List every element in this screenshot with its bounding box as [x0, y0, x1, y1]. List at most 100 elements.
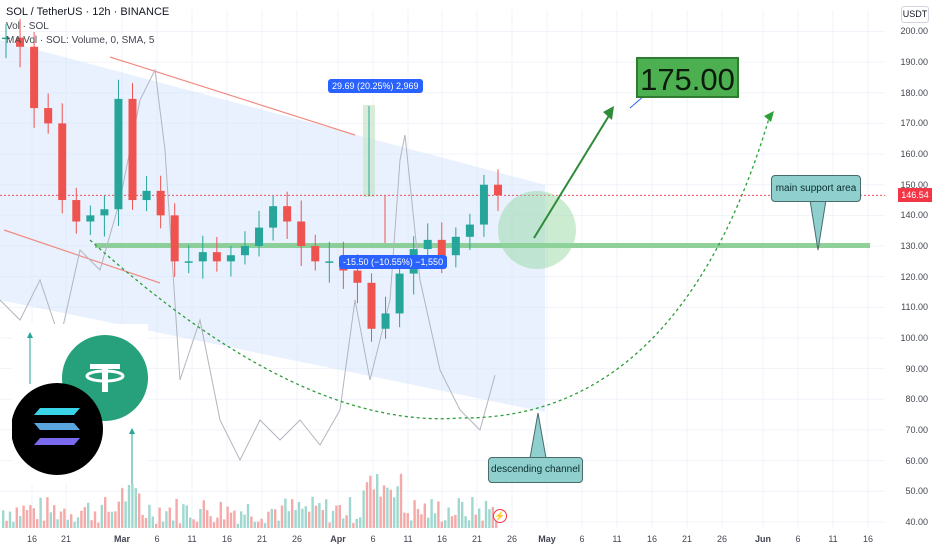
candle-body: [494, 184, 502, 196]
volume-bar: [161, 521, 165, 528]
volume-bar: [42, 520, 46, 528]
currency-badge[interactable]: USDT: [901, 6, 929, 23]
volume-bar: [229, 512, 233, 528]
candle-body: [184, 261, 193, 263]
volume-bar: [206, 510, 209, 528]
volume-bar: [168, 507, 171, 528]
symbol-title[interactable]: SOL / TetherUS · 12h · BINANCE: [6, 6, 170, 18]
time-tick-label: 6: [579, 534, 585, 544]
volume-bar: [90, 520, 93, 528]
volume-bar: [416, 508, 420, 528]
measure-up-label[interactable]: 29.69 (20.25%) 2,969: [328, 79, 423, 93]
volume-bar: [56, 519, 59, 528]
candle-body: [156, 190, 165, 216]
target-arrow: [533, 113, 611, 239]
volume-bar: [148, 504, 151, 528]
candle-body: [255, 227, 264, 247]
volume-bar: [110, 511, 114, 528]
volume-bar: [450, 516, 454, 528]
volume-bar: [454, 515, 457, 528]
volume-bar: [80, 510, 83, 528]
support-callout[interactable]: main support area: [771, 175, 861, 202]
volume-ma-legend[interactable]: MA Vol · SOL: Volume, 0, SMA, 5: [6, 35, 155, 46]
volume-bar: [284, 498, 287, 528]
volume-bar: [294, 510, 297, 528]
volume-bar: [427, 517, 430, 528]
volume-bar: [257, 521, 260, 528]
volume-bar: [386, 487, 389, 528]
price-tick-label: 160.00: [900, 149, 928, 160]
volume-ma-line: [0, 68, 496, 462]
price-tick-label: 170.00: [900, 118, 928, 129]
solana-bar-mid-icon: [34, 423, 80, 430]
flash-icon[interactable]: ⚡: [493, 509, 507, 523]
measure-down-label[interactable]: -15.50 (−10.55%) −1,550: [339, 255, 448, 269]
volume-bar: [165, 511, 168, 528]
volume-bars: [2, 473, 498, 528]
volume-bar: [114, 511, 117, 528]
price-tick-label: 110.00: [901, 302, 928, 313]
candle-body: [353, 270, 362, 283]
time-tick-label: 11: [828, 534, 838, 544]
candle-body: [381, 313, 390, 329]
volume-bar: [131, 483, 134, 528]
volume-bar: [280, 505, 284, 528]
target-price-label[interactable]: 175.00: [636, 57, 739, 98]
volume-bar: [178, 523, 182, 528]
volume-bar: [223, 519, 226, 528]
volume-bar: [396, 486, 399, 528]
volume-bar: [73, 521, 76, 528]
volume-bar: [433, 513, 437, 528]
projected-curve-arrowhead: [764, 111, 774, 122]
volume-legend[interactable]: Vol · SOL: [6, 21, 49, 32]
volume-bar: [464, 516, 467, 528]
volume-bar: [250, 516, 253, 528]
time-tick-label: Apr: [330, 534, 346, 544]
target-pointer: [629, 95, 645, 109]
volume-bar: [444, 520, 447, 528]
candle-body: [437, 239, 446, 256]
volume-bar: [209, 516, 212, 528]
volume-bar: [308, 511, 311, 528]
price-tick-label: 90.00: [905, 363, 928, 374]
candle-body: [269, 206, 278, 228]
volume-bar: [287, 511, 290, 528]
volume-bar: [25, 510, 29, 528]
volume-bar: [355, 518, 358, 528]
volume-bar: [495, 521, 498, 528]
volume-bar: [240, 511, 243, 528]
volume-bar: [437, 501, 440, 528]
volume-bar: [39, 497, 42, 528]
volume-bar: [199, 508, 202, 528]
volume-bar: [134, 488, 137, 528]
time-tick-label: 21: [681, 534, 693, 544]
volume-bar: [325, 499, 328, 528]
volume-bar: [117, 501, 120, 528]
channel-callout[interactable]: descending channel: [488, 457, 583, 483]
volume-bar: [236, 523, 239, 528]
price-tick-label: 140.00: [900, 210, 928, 221]
volume-bar: [158, 507, 161, 528]
time-tick-label: 11: [403, 534, 413, 544]
time-tick-label: 21: [60, 534, 72, 544]
tether-ring-icon: [85, 369, 125, 383]
volume-bar: [369, 475, 372, 528]
volume-bar: [348, 497, 352, 528]
volume-bar: [12, 521, 15, 528]
time-tick-label: 26: [291, 534, 303, 544]
volume-bar: [342, 518, 345, 528]
volume-bar: [406, 513, 409, 528]
volume-bar: [93, 511, 97, 528]
volume-bar: [260, 518, 263, 528]
candle-body: [451, 236, 460, 256]
volume-bar: [481, 520, 484, 528]
volume-bar: [243, 514, 246, 528]
volume-bar: [301, 508, 304, 528]
volume-bar: [195, 521, 199, 528]
volume-bar: [484, 500, 488, 528]
price-tick-label: 70.00: [905, 424, 928, 435]
candle-body: [311, 246, 320, 262]
volume-bar: [46, 497, 49, 528]
